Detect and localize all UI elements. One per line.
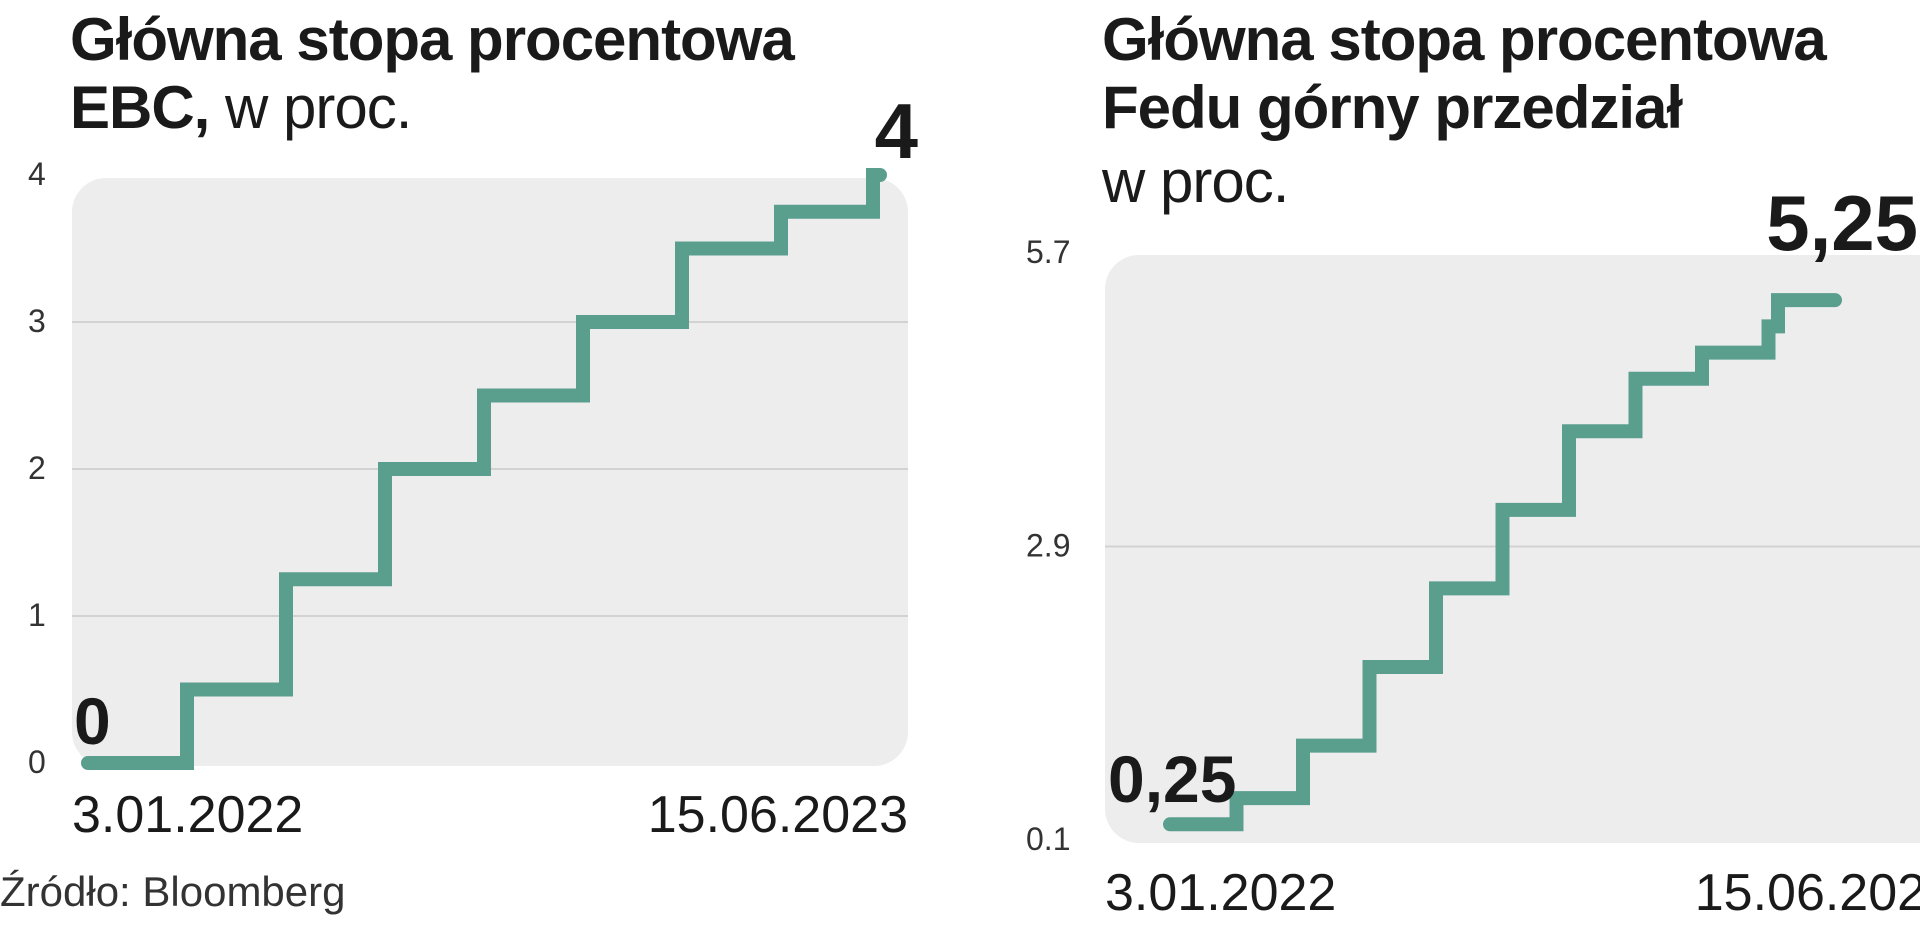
ecb-start-value-label: 0 [74,684,111,758]
fed-y-tick-label: 0.1 [1026,821,1070,857]
fed-end-value-label: 5,25 [1766,179,1918,267]
fed-chart-panel: Główna stopa procentowa Fedu górny przed… [1026,0,1920,925]
ecb-unit-text: w proc. [225,74,412,141]
fed-y-tick-label: 5.7 [1026,234,1070,270]
ecb-y-tick-label: 2 [28,450,46,486]
ecb-series-line [81,168,887,770]
ecb-y-tick-label: 1 [28,597,46,633]
ecb-y-tick-label: 3 [28,303,46,339]
fed-x-tick-label-start: 3.01.2022 [1105,864,1336,922]
fed-rate-chart: 0.1 2.9 5.7 0,25 5,25 3.01.2022 15.06.2023 [1026,179,1920,922]
fed-start-value-label: 0,25 [1108,742,1236,816]
ecb-y-tick-label: 4 [28,156,46,192]
fed-plot-background [1105,255,1920,843]
ecb-end-value-label: 4 [875,87,918,175]
ecb-y-tick-label: 0 [28,744,46,780]
ecb-title-text: Główna stopa procentowa EBC, [70,6,795,141]
fed-series-line [1163,293,1842,832]
ecb-rate-chart: 0 1 2 3 4 0 4 3.01.2022 15.06.2023 [28,87,918,844]
ecb-x-tick-label-start: 3.01.2022 [72,786,303,844]
ecb-x-tick-label-end: 15.06.2023 [648,786,908,844]
source-note: Źródło: Bloomberg [0,868,346,915]
ecb-chart-panel: Główna stopa procentowa EBC, w proc. 0 1 2… [0,0,920,925]
fed-unit-text: w proc. [1102,148,1289,215]
ecb-chart-title: Główna stopa procentowa EBC, w proc. [70,6,920,142]
fed-x-tick-label-end: 15.06.2023 [1695,864,1920,922]
fed-y-tick-label: 2.9 [1026,528,1070,564]
fed-chart-title: Główna stopa procentowa Fedu górny przed… [1102,6,1827,141]
